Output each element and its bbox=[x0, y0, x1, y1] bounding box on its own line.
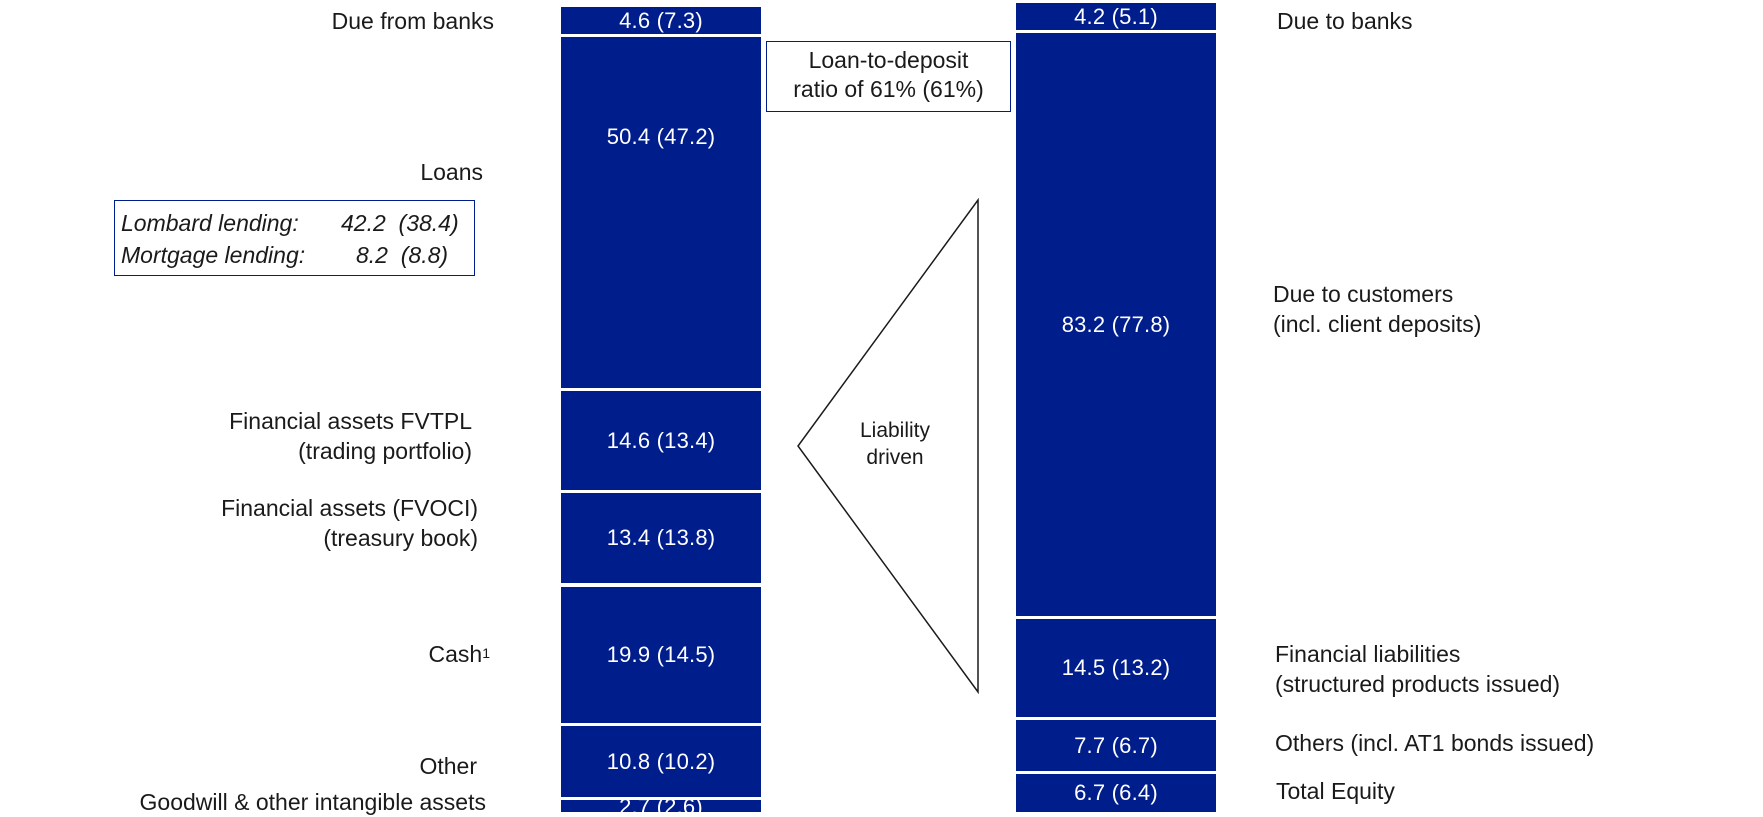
assets-segment-cash: 19.9 (14.5) bbox=[561, 587, 761, 723]
assets-segment-due-from-banks: 4.6 (7.3) bbox=[561, 7, 761, 34]
asset-label-goodwill: Goodwill & other intangible assets bbox=[139, 789, 486, 815]
liab-label-others: Others (incl. AT1 bonds issued) bbox=[1275, 730, 1595, 756]
assets-segment-goodwill: 2.7 (2.6) bbox=[561, 800, 761, 812]
asset-label-other: Other bbox=[419, 753, 477, 779]
asset-label-fvtpl: Financial assets FVTPL (trading portfoli… bbox=[229, 408, 472, 464]
assets-segment-loans: 50.4 (47.2) bbox=[561, 37, 761, 388]
assets-segment-fvoci: 13.4 (13.8) bbox=[561, 493, 761, 583]
liab-segment-due-to-banks: 4.2 (5.1) bbox=[1016, 3, 1216, 30]
liab-label-financial-liabilities: Financial liabilities (structured produc… bbox=[1275, 641, 1561, 697]
loans-breakdown-box: Lombard lending: 42.2 (38.4) Mortgage le… bbox=[114, 200, 475, 276]
liability-driven-label: Liability driven bbox=[859, 419, 931, 469]
liability-driven-triangle bbox=[797, 198, 979, 694]
mortgage-label: Mortgage lending: bbox=[121, 242, 306, 268]
lombard-label: Lombard lending: bbox=[121, 210, 299, 236]
asset-label-loans: Loans bbox=[420, 159, 483, 185]
liab-label-total-equity: Total Equity bbox=[1276, 778, 1395, 804]
assets-segment-other: 10.8 (10.2) bbox=[561, 726, 761, 797]
liab-label-due-to-banks: Due to banks bbox=[1277, 8, 1413, 34]
lombard-row: Lombard lending: bbox=[121, 208, 299, 238]
asset-label-cash: Cash1 bbox=[428, 641, 491, 667]
loan-to-deposit-box: Loan-to-deposit ratio of 61% (61%) bbox=[766, 41, 1011, 112]
liab-segment-financial-liabilities: 14.5 (13.2) bbox=[1016, 619, 1216, 717]
liab-segment-others: 7.7 (6.7) bbox=[1016, 720, 1216, 771]
liab-segment-total-equity: 6.7 (6.4) bbox=[1016, 774, 1216, 812]
mortgage-value: 8.2 (8.8) bbox=[356, 242, 449, 268]
asset-label-fvoci: Financial assets (FVOCI) (treasury book) bbox=[221, 495, 478, 551]
asset-label-due-from-banks: Due from banks bbox=[331, 8, 494, 34]
cash-footnote: 1 bbox=[482, 645, 490, 661]
liab-label-due-to-customers: Due to customers (incl. client deposits) bbox=[1273, 281, 1482, 337]
liab-segment-due-to-customers: 83.2 (77.8) bbox=[1016, 33, 1216, 616]
ratio-line-2: ratio of 61% (61%) bbox=[793, 76, 984, 102]
mortgage-row: Mortgage lending: bbox=[121, 240, 305, 270]
ratio-line-1: Loan-to-deposit bbox=[808, 47, 969, 73]
assets-segment-fvtpl: 14.6 (13.4) bbox=[561, 391, 761, 490]
lombard-value: 42.2 (38.4) bbox=[341, 210, 459, 236]
